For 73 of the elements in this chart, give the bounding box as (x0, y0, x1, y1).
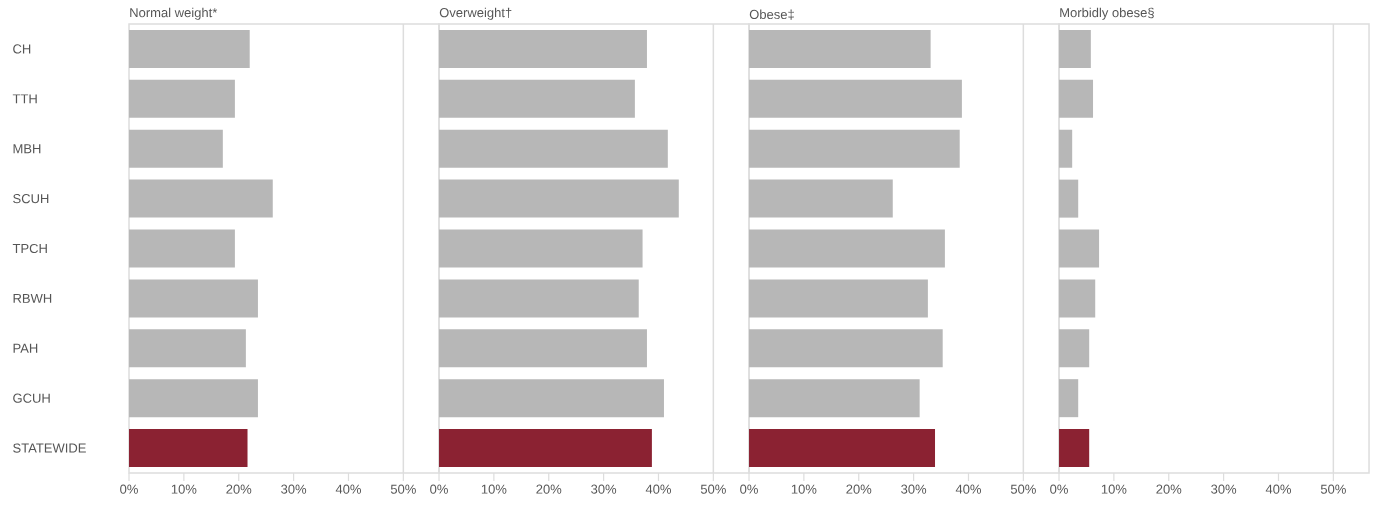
x-tick-label: 20% (536, 484, 562, 494)
bar (749, 429, 936, 468)
bar (129, 329, 246, 368)
x-tick-label: 40% (1265, 484, 1292, 494)
bar (439, 179, 679, 218)
x-tick-label: 50% (390, 484, 416, 494)
chart-title: Morbidly obese§ (1060, 7, 1154, 20)
bar (129, 29, 250, 68)
bar (749, 129, 960, 168)
x-tick-label: 10% (791, 484, 817, 494)
x-tick-label: 40% (335, 484, 362, 494)
y-tick-label: PAH (13, 343, 38, 353)
bar (1059, 429, 1090, 468)
bar (439, 79, 635, 118)
bar (439, 279, 639, 318)
bar (749, 229, 945, 268)
y-tick-label: SCUH (13, 194, 49, 204)
bar (129, 179, 273, 218)
bar (129, 429, 248, 468)
x-tick-label: 0% (740, 484, 758, 494)
bar (439, 29, 647, 68)
y-tick-label: TTH (12, 94, 37, 104)
bar (129, 129, 223, 168)
bar (439, 429, 652, 468)
x-tick-label: 30% (591, 484, 617, 494)
y-tick-label: GCUH (13, 393, 50, 403)
x-tick-label: 20% (1156, 484, 1182, 494)
bar (1059, 29, 1091, 68)
bar (129, 229, 235, 268)
x-tick-label: 0% (120, 484, 138, 494)
bar (439, 379, 664, 418)
x-tick-label: 50% (1320, 484, 1346, 494)
x-tick-label: 30% (901, 484, 927, 494)
x-tick-label: 0% (430, 484, 448, 494)
x-tick-label: 0% (1050, 484, 1068, 494)
bar (749, 329, 943, 368)
bar (1059, 79, 1094, 118)
bar (1059, 179, 1079, 218)
bar (1059, 279, 1096, 318)
y-tick-label: CH (13, 44, 31, 54)
x-tick-label: 40% (955, 484, 982, 494)
x-tick-label: 50% (700, 484, 726, 494)
x-tick-label: 50% (1010, 484, 1036, 494)
x-tick-label: 20% (226, 484, 252, 494)
bar (439, 229, 643, 268)
y-tick-label: RBWH (13, 293, 52, 303)
x-tick-label: 20% (846, 484, 872, 494)
x-tick-label: 10% (171, 484, 197, 494)
bar (749, 379, 920, 418)
bar (1059, 229, 1100, 268)
bar (1059, 329, 1090, 368)
y-tick-label: STATEWIDE (13, 443, 86, 453)
x-tick-label: 10% (481, 484, 507, 494)
bar (1059, 129, 1073, 168)
bar (749, 79, 962, 118)
y-tick-label: TPCH (12, 243, 47, 254)
bar (439, 329, 647, 368)
chart-title: Normal weight* (130, 7, 218, 20)
chart-title: Overweight† (439, 7, 512, 20)
bar (129, 279, 258, 318)
x-tick-label: 40% (645, 484, 672, 494)
bar (129, 79, 235, 118)
bar (129, 379, 258, 418)
bar (749, 279, 928, 318)
bar (749, 179, 893, 218)
bar (749, 29, 931, 68)
bar (1059, 379, 1079, 418)
chart-title: Obese‡ (749, 9, 794, 20)
x-tick-label: 30% (1211, 484, 1237, 494)
y-tick-label: MBH (13, 144, 41, 154)
x-tick-label: 30% (281, 484, 307, 494)
x-tick-label: 10% (1101, 484, 1127, 494)
bar (439, 129, 668, 168)
